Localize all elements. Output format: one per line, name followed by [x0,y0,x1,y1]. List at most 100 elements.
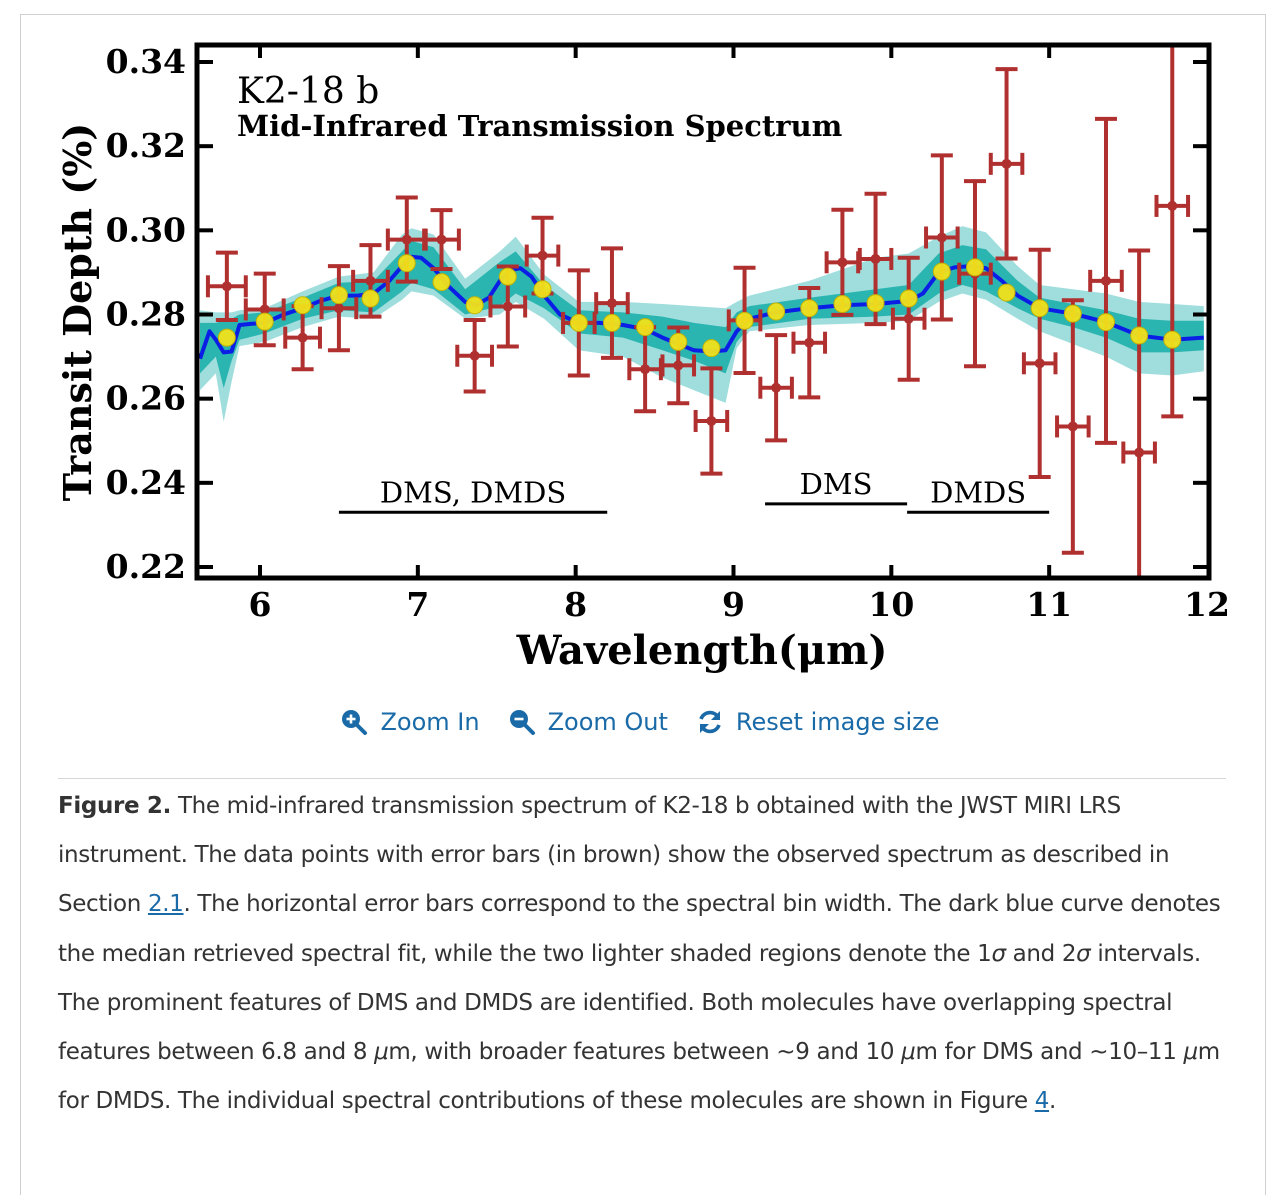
model-point [498,267,517,286]
caption-symbol: μ [1183,1039,1198,1066]
caption-text: . The horizontal error bars correspond t… [58,891,1221,967]
caption-text: The mid-infrared transmission spectrum o… [58,793,1170,918]
observed-marker [1034,358,1045,369]
observed-marker [297,332,308,343]
model-point [361,289,380,308]
model-point [602,313,621,332]
model-point [533,280,552,299]
plot-frame [194,42,1212,581]
y-tick-label: 0.26 [106,379,186,418]
observed-marker [401,234,412,245]
model-point [702,339,721,358]
model-point [932,262,951,281]
y-tick-label: 0.24 [106,463,186,502]
axes-layer: 6 7 8 9 10 11 12 0.22 0.24 0.26 0.28 0.30 0.32 0.34 [106,42,1230,624]
model-point [669,332,688,351]
observed-marker [221,281,232,292]
model-point [767,302,786,321]
annotation-label: DMS [800,467,873,501]
model-point [569,313,588,332]
caption-link[interactable]: 2.1 [147,891,184,918]
model-point [833,294,852,313]
observed-marker [903,313,914,324]
y-tick-label: 0.32 [106,126,186,165]
observed-marker [640,364,651,375]
caption-label: Figure 2. [58,793,171,819]
annotation-label: DMDS [930,475,1026,509]
band-1sigma-layer [200,240,1204,389]
model-point [1163,330,1182,349]
model-point [800,299,819,318]
y-tick-label: 0.30 [106,210,186,249]
y-tick-label: 0.22 [106,547,186,586]
caption-divider [58,778,1226,779]
observed-marker [706,415,717,426]
x-tick-label: 11 [1026,585,1072,624]
annotation-label: DMS, DMDS [380,475,566,509]
observed-marker [804,337,815,348]
observed-marker [1001,158,1012,169]
caption-link[interactable]: 4 [1034,1088,1050,1115]
x-tick-label: 7 [406,585,429,624]
zoom-out-label: Zoom Out [547,708,668,736]
chart-title: K2-18 b [237,71,379,112]
zoom-out-button[interactable]: Zoom Out [508,708,668,736]
observed-marker [1167,200,1178,211]
observed-marker [936,232,947,243]
observed-point [758,333,794,443]
observed-point [693,366,730,476]
zoom-out-icon [508,708,536,736]
model-point [293,296,312,315]
observed-point [594,246,630,360]
observed-marker [771,382,782,393]
observed-marker [1067,421,1078,432]
refresh-icon [696,708,724,736]
x-tick-label: 9 [722,585,745,624]
caption-text: and 2 [1005,940,1077,967]
caption-text: . [1049,1088,1056,1115]
observed-marker [1134,447,1145,458]
x-tick-label: 10 [868,585,914,624]
model-point [1030,299,1049,318]
observed-point [319,264,359,353]
model-point [1130,326,1149,345]
spectrum-chart: 6 7 8 9 10 11 12 0.22 0.24 0.26 0.28 0.30 0.32 0.34 D… [55,42,1230,674]
figure-frame [20,14,1266,1195]
observed-marker [502,301,513,312]
observed-point [1088,116,1124,445]
model-point [432,273,451,292]
observed-point [1154,45,1191,419]
caption-symbol: μ [374,1039,389,1066]
binned-model-layer [217,254,1182,358]
model-point [965,258,984,277]
model-point [1096,313,1115,332]
model-point [866,294,885,313]
x-tick-label: 8 [564,585,587,624]
model-point [397,254,416,273]
caption-body: The mid-infrared transmission spectrum o… [58,793,1221,1115]
observed-point [1121,248,1157,578]
observed-marker [837,257,848,268]
caption-symbol: σ [1076,940,1091,967]
observed-marker [870,253,881,264]
chart-subtitle: Mid-Infrared Transmission Spectrum [237,109,843,143]
x-tick-label: 6 [249,585,272,624]
observed-marker [673,360,684,371]
observed-point [1021,247,1058,479]
reset-image-size-button[interactable]: Reset image size [696,708,940,736]
reset-image-size-label: Reset image size [735,708,940,736]
x-tick-label: 12 [1184,585,1230,624]
observed-marker [469,350,480,361]
model-point [997,283,1016,302]
figure-caption: Figure 2. The mid-infrared transmission … [58,782,1233,1126]
model-point [329,286,348,305]
caption-text: intervals. The prominent features of DMS… [58,940,1201,1066]
observed-marker [259,304,270,315]
x-axis-label: Wavelength(μm) [516,627,888,674]
observed-point [924,153,960,322]
zoom-in-button[interactable]: Zoom In [340,708,480,736]
observed-point [455,317,495,394]
y-tick-label: 0.34 [106,42,186,81]
model-point [1063,304,1082,323]
zoom-in-icon [340,708,368,736]
